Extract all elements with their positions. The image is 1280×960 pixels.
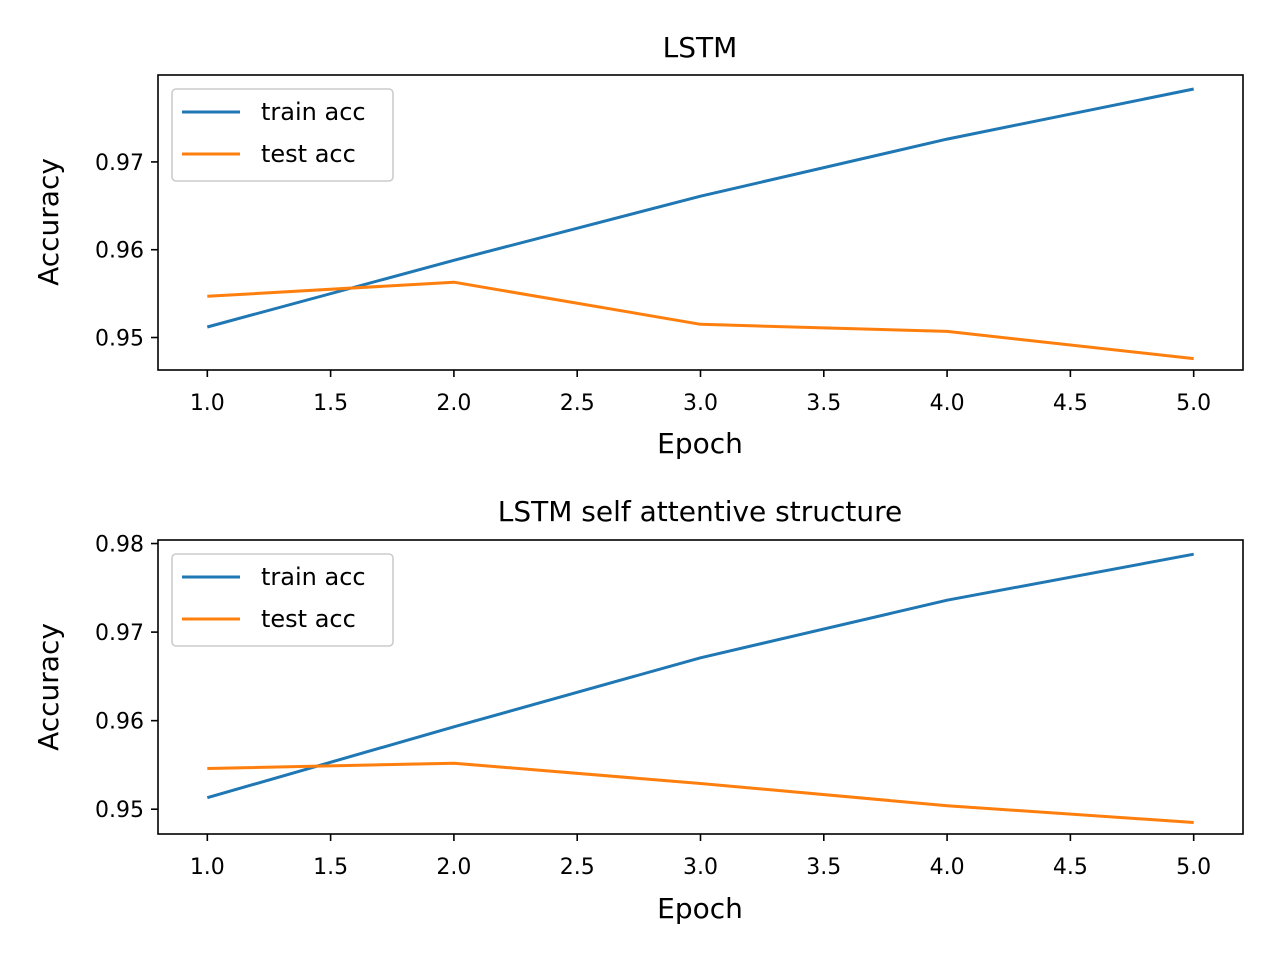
legend: train acc test acc	[171, 553, 394, 647]
x-tick-label: 1.0	[190, 391, 225, 416]
legend-label-test-acc: test acc	[261, 605, 356, 633]
series-lines	[206, 87, 1194, 361]
x-tick-label: 1.5	[313, 855, 348, 880]
y-ticks: 0.95 0.96 0.97	[95, 151, 158, 352]
y-tick-label: 0.96	[95, 239, 144, 264]
x-tick-label: 3.5	[806, 855, 841, 880]
subplot-lstm: LSTM 1.0 1.5 2.0 2.5 3.0 3.5 4.0 4.5 5.0 0.950.9…	[32, 31, 1244, 460]
y-axis-label: Accuracy	[32, 623, 65, 751]
x-tick-label: 4.0	[930, 391, 965, 416]
y-tick-label: 0.95	[95, 798, 144, 823]
x-tick-label: 2.5	[560, 391, 595, 416]
x-axis-label: Epoch	[657, 892, 743, 925]
series-line-test-acc	[207, 280, 1194, 361]
legend-label-train-acc: train acc	[261, 98, 366, 126]
series-line-train-acc	[206, 552, 1194, 800]
x-tick-label: 5.0	[1176, 391, 1211, 416]
y-tick-label: 0.95	[95, 327, 144, 352]
x-tick-label: 2.5	[560, 855, 595, 880]
legend: train acc test acc	[171, 88, 394, 182]
x-tick-label: 3.0	[683, 391, 718, 416]
x-tick-label: 2.0	[436, 391, 471, 416]
x-tick-label: 4.5	[1053, 855, 1088, 880]
y-ticks: 0.95 0.96 0.97 0.98	[95, 533, 158, 823]
x-ticks: 1.0 1.5 2.0 2.5 3.0 3.5 4.0 4.5 5.0	[190, 834, 1211, 880]
x-tick-label: 3.5	[806, 391, 841, 416]
y-tick-label: 0.98	[95, 533, 144, 558]
x-tick-label: 4.0	[930, 855, 965, 880]
x-tick-label: 1.5	[313, 391, 348, 416]
y-tick-label: 0.97	[95, 151, 144, 176]
legend-label-test-acc: test acc	[261, 140, 356, 168]
series-line-test-acc	[207, 761, 1194, 824]
legend-label-train-acc: train acc	[261, 563, 366, 591]
x-axis-label: Epoch	[657, 427, 743, 460]
x-ticks: 1.0 1.5 2.0 2.5 3.0 3.5 4.0 4.5 5.0	[190, 370, 1211, 416]
x-tick-label: 3.0	[683, 855, 718, 880]
y-tick-label: 0.97	[95, 621, 144, 646]
x-tick-label: 4.5	[1053, 391, 1088, 416]
x-tick-label: 1.0	[190, 855, 225, 880]
y-axis-label: Accuracy	[32, 158, 65, 286]
subplot-lstm-self-attentive: LSTM self attentive structure 1.0 1.5 2.0 2…	[32, 495, 1244, 925]
x-tick-label: 2.0	[436, 855, 471, 880]
series-line-train-acc	[206, 87, 1194, 329]
chart-title: LSTM self attentive structure	[498, 495, 903, 528]
chart-title: LSTM	[663, 31, 738, 64]
series-lines	[206, 552, 1194, 824]
y-tick-label: 0.96	[95, 710, 144, 735]
x-tick-label: 5.0	[1176, 855, 1211, 880]
